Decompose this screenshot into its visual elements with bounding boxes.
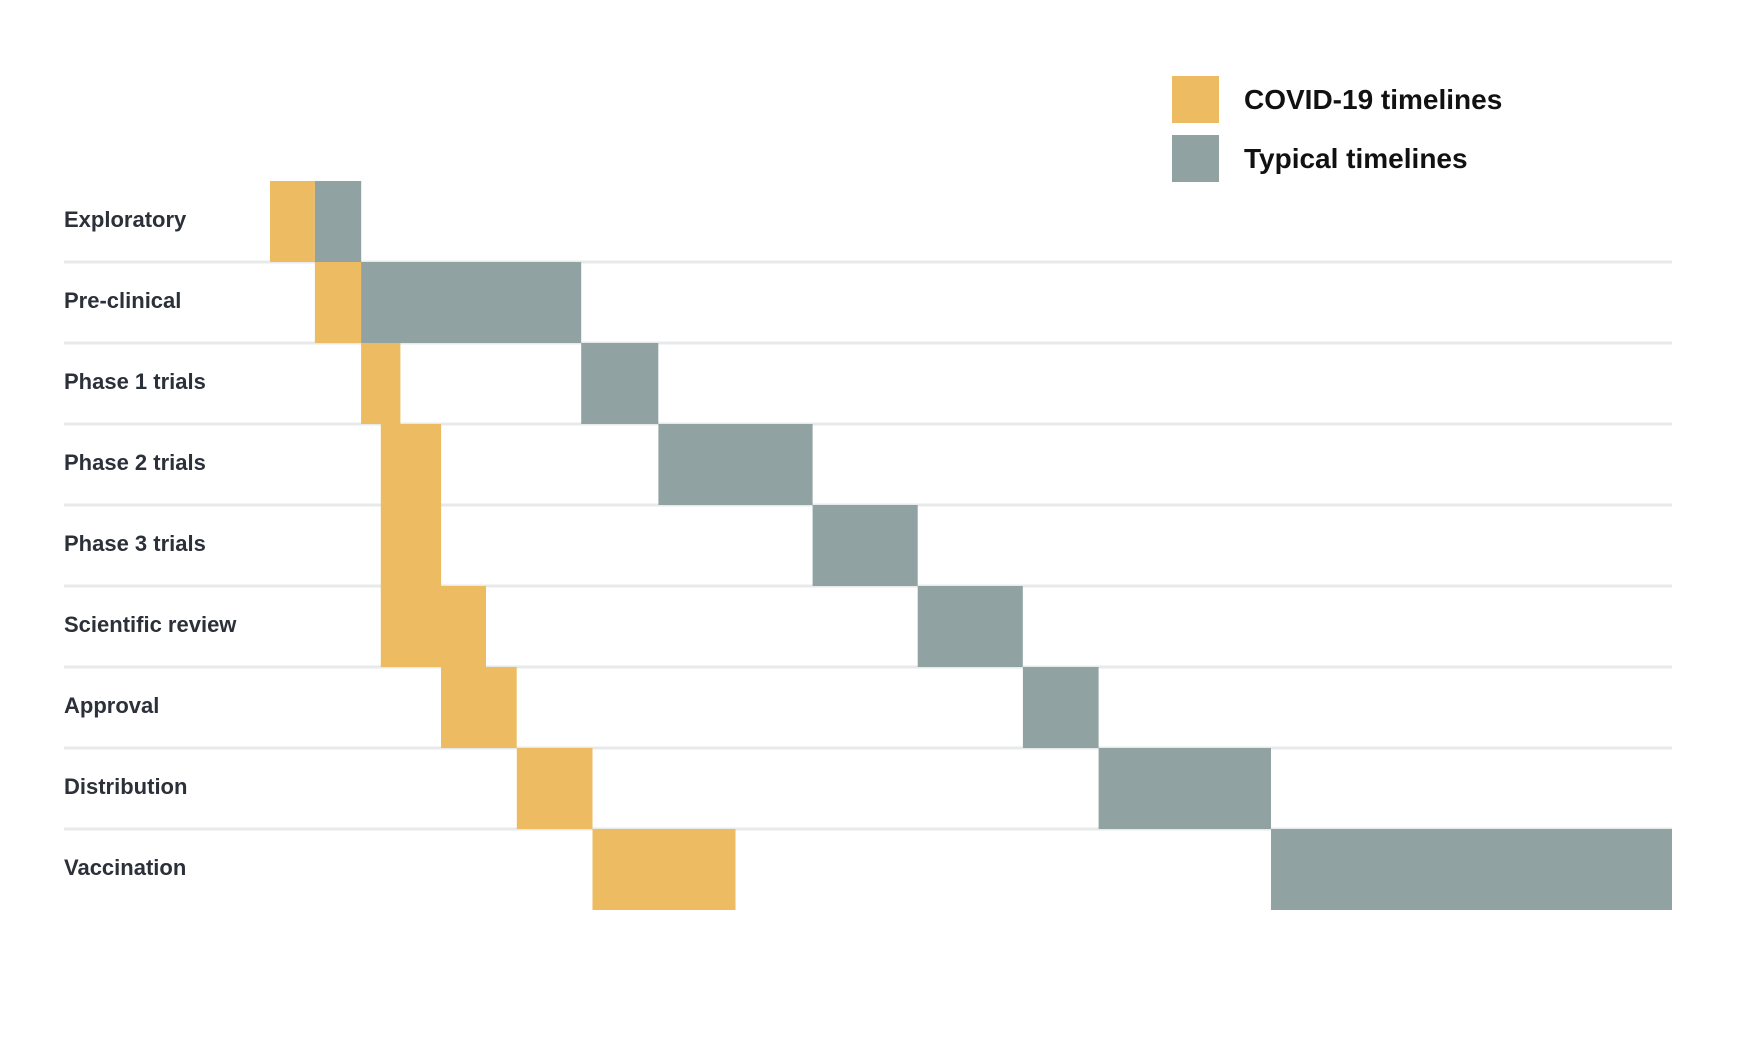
bar-typical-phase-3-trials [812, 505, 918, 586]
bar-typical-phase-1-trials [581, 343, 659, 424]
bar-typical-exploratory [314, 181, 362, 262]
stage-label-phase-1-trials: Phase 1 trials [64, 369, 206, 394]
bar-covid-phase-3-trials [380, 505, 442, 586]
stage-label-distribution: Distribution [64, 774, 187, 799]
legend-label-covid: COVID-19 timelines [1244, 84, 1502, 115]
stage-label-approval: Approval [64, 693, 159, 718]
bar-covid-phase-1-trials [361, 343, 401, 424]
bar-covid-pre-clinical [314, 262, 362, 343]
legend-swatch-covid [1172, 76, 1219, 123]
stage-label-phase-2-trials: Phase 2 trials [64, 450, 206, 475]
bar-typical-vaccination [1271, 829, 1672, 910]
bar-covid-exploratory [270, 181, 315, 262]
legend: COVID-19 timelines Typical timelines [1172, 76, 1502, 182]
bar-covid-approval [441, 667, 517, 748]
bar-covid-vaccination [592, 829, 736, 910]
stage-label-exploratory: Exploratory [64, 207, 187, 232]
bar-covid-distribution [516, 748, 593, 829]
bar-typical-distribution [1098, 748, 1271, 829]
bar-typical-approval [1022, 667, 1099, 748]
legend-swatch-typical [1172, 135, 1219, 182]
stage-labels: Exploratory Pre-clinical Phase 1 trials Pha… [64, 207, 237, 880]
stage-label-vaccination: Vaccination [64, 855, 186, 880]
bar-typical-scientific-review [917, 586, 1023, 667]
bar-covid-scientific-review [380, 586, 486, 667]
bar-covid-phase-2-trials [380, 424, 442, 505]
timeline-bars [270, 181, 1672, 910]
legend-label-typical: Typical timelines [1244, 143, 1468, 174]
stage-label-phase-3-trials: Phase 3 trials [64, 531, 206, 556]
stage-label-pre-clinical: Pre-clinical [64, 288, 181, 313]
bar-typical-pre-clinical [361, 262, 582, 343]
stage-label-scientific-review: Scientific review [64, 612, 237, 637]
bar-typical-phase-2-trials [658, 424, 813, 505]
